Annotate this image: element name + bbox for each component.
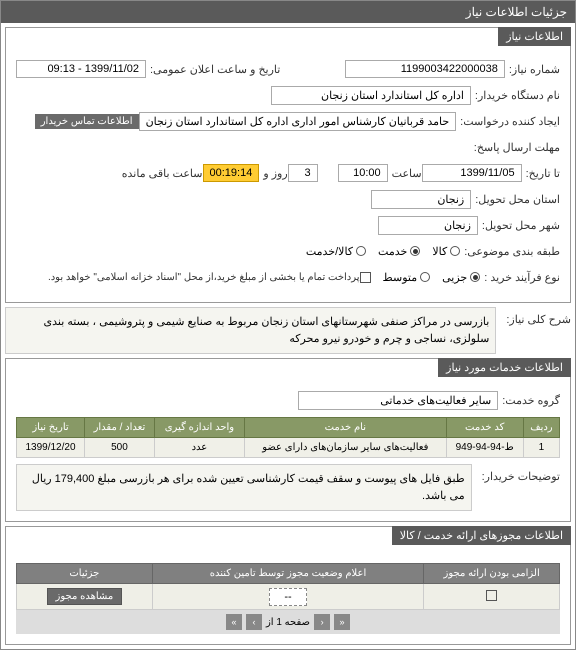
need-no-value: 1199003422000038 [345, 60, 505, 78]
summary-text: بازرسی در مراکز صنفی شهرستانهای استان زن… [5, 307, 496, 354]
page-title: جزئیات اطلاعات نیاز [466, 5, 567, 19]
province-value: زنجان [371, 190, 471, 209]
service-group-value: سایر فعالیت‌های خدماتی [298, 391, 498, 410]
pager-first-button[interactable]: « [334, 614, 350, 630]
buyer-note-text: طبق فایل های پیوست و سقف قیمت کارشناسی ت… [16, 464, 472, 511]
category-radios: کالا خدمت کالا/خدمت [306, 245, 460, 258]
days-label: روز و [259, 167, 287, 180]
need-no-label: شماره نیاز: [505, 63, 560, 76]
time-value: 10:00 [338, 164, 388, 182]
col-code: کد خدمت [446, 418, 523, 438]
process-label: نوع فرآیند خرید : [480, 271, 560, 284]
org-value: اداره کل استاندارد استان زنجان [271, 86, 471, 105]
pcol-mandatory: الزامی بودن ارائه مجوز [424, 564, 560, 584]
pager-last-button[interactable]: » [226, 614, 242, 630]
creator-value: حامد قربانیان کارشناس امور اداری اداره ک… [139, 112, 457, 131]
radio-goods[interactable]: کالا [432, 245, 460, 258]
permit-mandatory-checkbox[interactable] [486, 590, 497, 601]
section-services-title: اطلاعات خدمات مورد نیاز [438, 358, 571, 377]
to-date-label: تا تاریخ: [522, 167, 560, 180]
main-container: جزئیات اطلاعات نیاز اطلاعات نیاز شماره ن… [0, 0, 576, 650]
radio-minor-label: جزیی [442, 271, 467, 284]
announce-label: تاریخ و ساعت اعلان عمومی: [146, 63, 280, 76]
announce-value: 1399/11/02 - 09:13 [16, 60, 146, 78]
creator-label: ایجاد کننده درخواست: [456, 115, 560, 128]
treasury-checkbox[interactable] [360, 272, 371, 283]
radio-medium[interactable]: متوسط [383, 271, 431, 284]
contact-buyer-button[interactable]: اطلاعات تماس خریدار [35, 114, 139, 129]
permit-row: -- مشاهده مجوز [17, 584, 560, 610]
pager-next-button[interactable]: › [246, 614, 262, 630]
buyer-note-label: توضیحات خریدار: [478, 464, 560, 511]
col-qty: تعداد / مقدار [85, 418, 155, 438]
org-label: نام دستگاه خریدار: [471, 89, 560, 102]
cell-date: 1399/12/20 [17, 438, 85, 458]
cell-qty: 500 [85, 438, 155, 458]
radio-service[interactable]: خدمت [378, 245, 420, 258]
col-date: تاریخ نیاز [17, 418, 85, 438]
pay-note: پرداخت تمام یا بخشی از مبلغ خرید،از محل … [44, 272, 360, 283]
radio-both-label: کالا/خدمت [306, 245, 353, 258]
radio-medium-label: متوسط [383, 271, 418, 284]
summary-label: شرح کلی نیاز: [502, 307, 571, 354]
service-group-label: گروه خدمت: [498, 394, 560, 407]
days-value: 3 [288, 164, 318, 182]
cell-row: 1 [523, 438, 559, 458]
col-name: نام خدمت [245, 418, 447, 438]
date-value: 1399/11/05 [422, 164, 522, 182]
radio-minor[interactable]: جزیی [442, 271, 480, 284]
section-services: اطلاعات خدمات مورد نیاز گروه خدمت: سایر … [5, 358, 571, 522]
permits-table: الزامی بودن ارائه مجوز اعلام وضعیت مجوز … [16, 563, 560, 610]
time-label: ساعت [388, 167, 422, 180]
cell-unit: عدد [154, 438, 244, 458]
cell-code: ط-94-94-949 [446, 438, 523, 458]
radio-goods-label: کالا [432, 245, 447, 258]
province-label: استان محل تحویل: [471, 193, 560, 206]
pager-text: صفحه 1 از [266, 617, 310, 628]
radio-both[interactable]: کالا/خدمت [306, 245, 366, 258]
section-general-title: اطلاعات نیاز [498, 27, 571, 46]
cell-name: فعالیت‌های سایر سازمان‌های دارای عضو [245, 438, 447, 458]
col-unit: واحد اندازه گیری [154, 418, 244, 438]
pager: « ‹ صفحه 1 از › » [16, 610, 560, 634]
col-row: ردیف [523, 418, 559, 438]
table-row[interactable]: 1 ط-94-94-949 فعالیت‌های سایر سازمان‌های… [17, 438, 560, 458]
section-permits-title: اطلاعات مجوزهای ارائه خدمت / کالا [392, 526, 571, 545]
category-label: طبقه بندی موضوعی: [460, 245, 560, 258]
pcol-status: اعلام وضعیت مجوز توسط تامین کننده [152, 564, 424, 584]
radio-service-label: خدمت [378, 245, 407, 258]
page-header: جزئیات اطلاعات نیاز [1, 1, 575, 23]
city-label: شهر محل تحویل: [478, 219, 560, 232]
section-permits: اطلاعات مجوزهای ارائه خدمت / کالا الزامی… [5, 526, 571, 645]
city-value: زنجان [378, 216, 478, 235]
view-permit-button[interactable]: مشاهده مجوز [47, 588, 123, 605]
permit-status-select[interactable]: -- [269, 588, 306, 606]
section-general: اطلاعات نیاز شماره نیاز: 119900342200003… [5, 27, 571, 303]
deadline-label: مهلت ارسال پاسخ: [470, 141, 560, 154]
pager-prev-button[interactable]: ‹ [314, 614, 330, 630]
services-table: ردیف کد خدمت نام خدمت واحد اندازه گیری ت… [16, 417, 560, 458]
remain-label: ساعت باقی مانده [118, 167, 203, 180]
pcol-details: جزئیات [17, 564, 153, 584]
process-radios: جزیی متوسط [383, 271, 481, 284]
remaining-time: 00:19:14 [203, 164, 260, 182]
